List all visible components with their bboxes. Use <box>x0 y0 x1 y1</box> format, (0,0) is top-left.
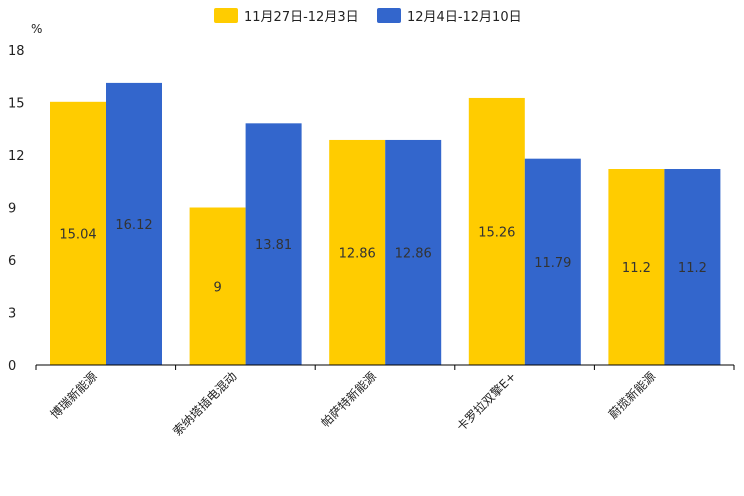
bar-series1 <box>329 139 386 365</box>
bars: 15.04 9 12.86 15.26 11.2 16.12 13.81 12.86 11.79… <box>50 82 721 366</box>
data-label: 11.2 <box>678 261 707 276</box>
bar-series2 <box>245 123 302 365</box>
data-label: 12.86 <box>395 246 432 261</box>
legend-swatch <box>377 8 401 23</box>
bar-series2 <box>106 82 162 366</box>
category-label: 帕萨特新能源 <box>318 369 380 431</box>
data-label: 11.2 <box>622 261 651 276</box>
category-label: 卡罗拉双擎E+ <box>453 369 519 435</box>
y-tick-label: 18 <box>8 44 25 59</box>
data-label: 16.12 <box>115 218 152 233</box>
data-label: 12.86 <box>339 246 376 261</box>
data-label: 11.79 <box>534 256 571 271</box>
category-label: 博瑞新能源 <box>47 369 100 422</box>
bar-series2 <box>664 169 721 365</box>
y-tick-label: 6 <box>8 254 16 269</box>
y-tick-label: 9 <box>8 202 16 217</box>
y-tick-label: 15 <box>8 97 25 112</box>
y-tick-label: 12 <box>8 149 25 164</box>
bar-series1 <box>189 207 246 365</box>
data-label: 15.26 <box>478 225 515 240</box>
data-label: 15.04 <box>59 227 96 242</box>
category-label: 索纳塔插电混动 <box>170 369 239 438</box>
y-axis-unit-label: % <box>31 22 42 36</box>
bar-series2 <box>524 158 581 365</box>
bar-series1 <box>608 169 665 365</box>
bar-series2 <box>385 139 442 365</box>
bar-series1 <box>50 101 106 366</box>
bar-series1 <box>468 97 525 365</box>
y-axis: 0 3 6 9 12 15 18 <box>8 44 25 374</box>
legend-label: 12月4日-12月10日 <box>407 10 522 25</box>
legend-label: 11月27日-12月3日 <box>244 10 359 25</box>
y-tick-label: 0 <box>8 359 16 374</box>
category-label: 蔚揽新能源 <box>605 369 658 422</box>
y-tick-label: 3 <box>8 307 16 322</box>
legend: 11月27日-12月3日 12月4日-12月10日 <box>214 8 522 25</box>
data-label: 13.81 <box>255 238 292 253</box>
data-label: 9 <box>213 280 221 295</box>
legend-swatch <box>214 8 238 23</box>
x-axis: 博瑞新能源 索纳塔插电混动 帕萨特新能源 卡罗拉双擎E+ 蔚揽新能源 <box>35 364 735 439</box>
